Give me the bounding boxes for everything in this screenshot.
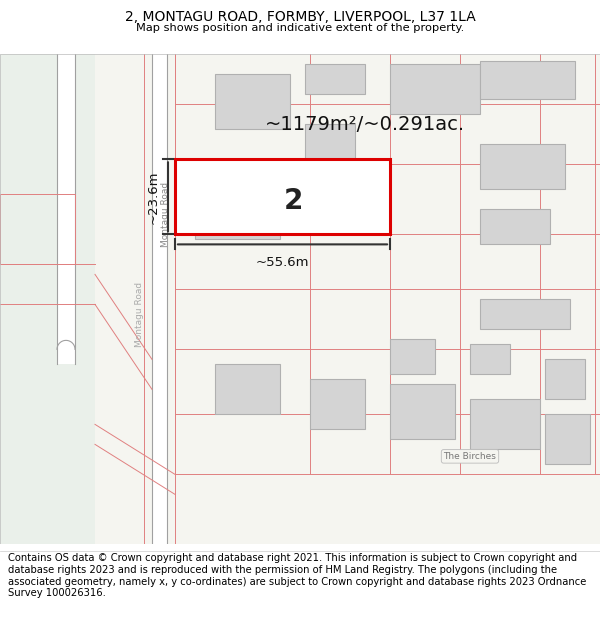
Text: Montagu Road: Montagu Road xyxy=(136,282,145,347)
Bar xyxy=(480,144,565,189)
Bar xyxy=(390,64,480,114)
Text: Contains OS data © Crown copyright and database right 2021. This information is : Contains OS data © Crown copyright and d… xyxy=(8,554,586,598)
Bar xyxy=(305,124,355,164)
Bar xyxy=(215,364,280,414)
Bar xyxy=(480,61,575,99)
Text: ~23.6m: ~23.6m xyxy=(147,170,160,224)
Bar xyxy=(310,379,365,429)
Text: 2, MONTAGU ROAD, FORMBY, LIVERPOOL, L37 1LA: 2, MONTAGU ROAD, FORMBY, LIVERPOOL, L37 … xyxy=(125,11,475,24)
Bar xyxy=(195,174,280,239)
Bar xyxy=(545,414,590,464)
Text: 2: 2 xyxy=(284,187,303,214)
Text: Montagu Road: Montagu Road xyxy=(161,182,170,247)
Text: ~1179m²/~0.291ac.: ~1179m²/~0.291ac. xyxy=(265,115,465,134)
Bar xyxy=(545,359,585,399)
Bar xyxy=(480,209,550,244)
Bar xyxy=(390,384,455,439)
Text: ~55.6m: ~55.6m xyxy=(256,256,309,269)
Bar xyxy=(0,54,95,544)
Bar xyxy=(175,159,390,234)
Bar xyxy=(480,299,570,329)
Bar xyxy=(0,194,75,264)
Bar xyxy=(305,64,365,94)
Bar xyxy=(152,54,167,544)
Bar xyxy=(470,344,510,374)
Bar xyxy=(215,74,290,129)
Bar xyxy=(57,54,75,364)
Bar xyxy=(390,339,435,374)
Bar xyxy=(470,399,540,449)
Text: The Birches: The Birches xyxy=(443,452,496,461)
Text: Map shows position and indicative extent of the property.: Map shows position and indicative extent… xyxy=(136,23,464,33)
